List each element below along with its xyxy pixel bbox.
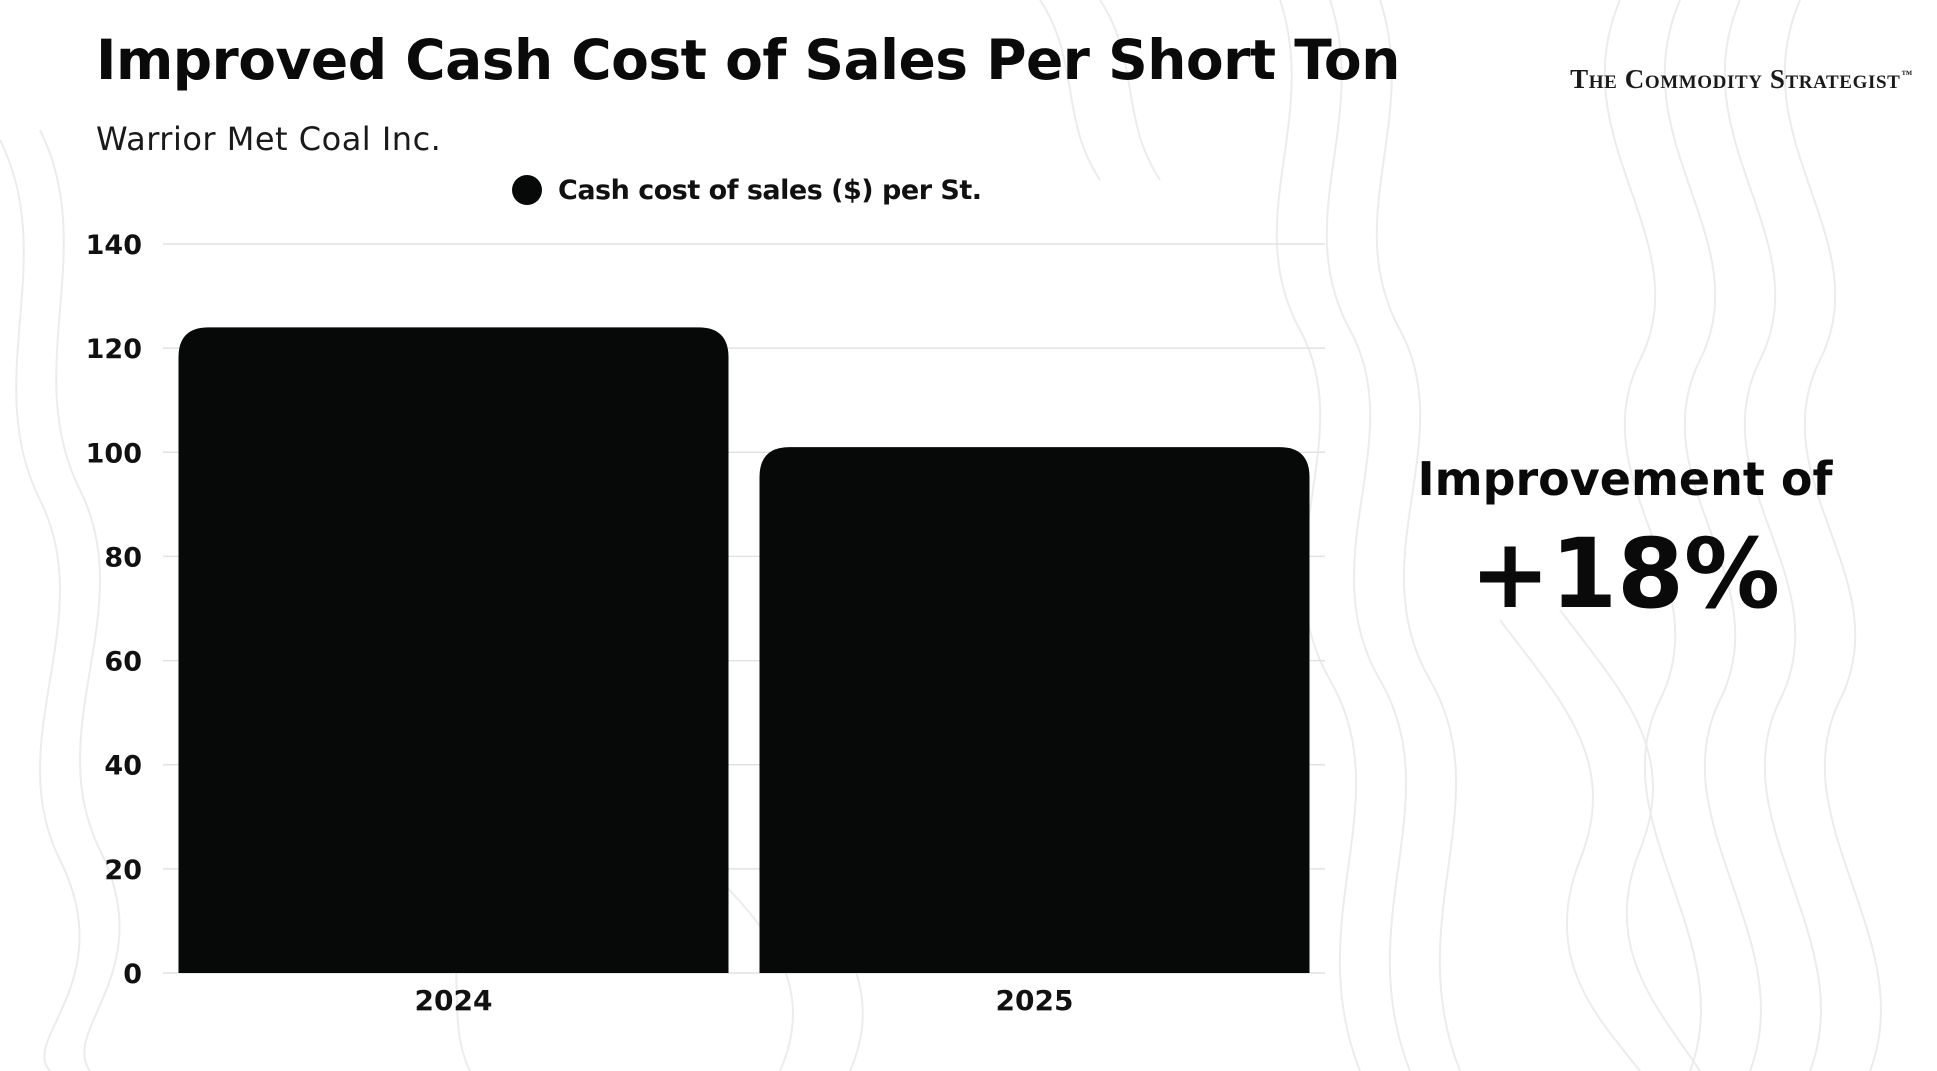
bar-2025: [759, 447, 1310, 973]
brand-logo: The Commodity Strategist™: [1570, 64, 1913, 95]
chart-title: Improved Cash Cost of Sales Per Short To…: [96, 28, 1400, 92]
y-tick-label: 100: [86, 438, 142, 469]
y-tick-label: 80: [104, 542, 142, 573]
y-tick-label: 140: [86, 230, 142, 261]
y-tick-label: 120: [86, 334, 142, 365]
y-axis-ticks: 0 20 40 60 80 100 120 140: [86, 230, 142, 990]
y-tick-label: 0: [123, 959, 142, 990]
improvement-label: Improvement of: [1417, 452, 1833, 506]
x-tick-label: 2024: [415, 984, 493, 1017]
x-tick-label: 2025: [996, 984, 1074, 1017]
legend: Cash cost of sales ($) per St.: [512, 175, 982, 206]
bars: [178, 327, 1310, 973]
legend-label: Cash cost of sales ($) per St.: [558, 175, 982, 206]
chart-subtitle: Warrior Met Coal Inc.: [96, 120, 442, 158]
trademark-mark: ™: [1901, 69, 1913, 81]
legend-marker: [512, 175, 542, 205]
improvement-value: +18%: [1469, 518, 1781, 630]
bar-2024: [178, 327, 729, 973]
x-axis-ticks: 2024 2025: [415, 984, 1074, 1017]
y-tick-label: 40: [104, 751, 142, 782]
brand-name: The Commodity Strategist: [1570, 64, 1901, 94]
y-tick-label: 20: [104, 855, 142, 886]
y-tick-label: 60: [104, 647, 142, 678]
